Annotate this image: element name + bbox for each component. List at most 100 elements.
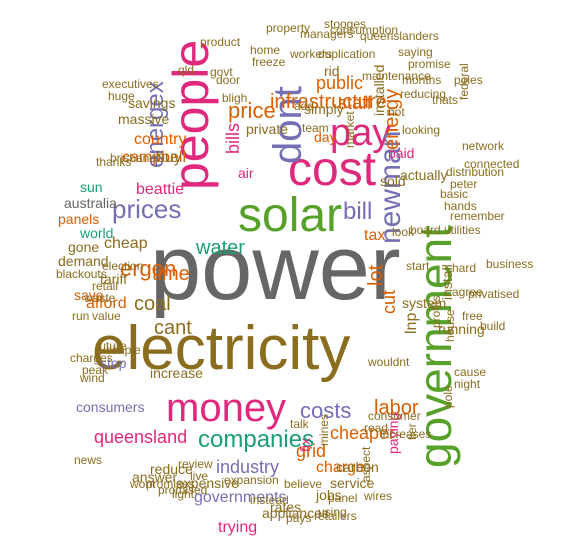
- word-paid: paid: [388, 145, 415, 161]
- word-light: light: [172, 487, 195, 501]
- word-pays: pays: [286, 511, 312, 525]
- word-gone: gone: [68, 239, 100, 255]
- word-labor: labor: [374, 397, 419, 419]
- word-consumption: consumption: [330, 23, 399, 37]
- word-look: look: [392, 225, 415, 239]
- word-news: news: [74, 453, 103, 467]
- word-thats: thats: [432, 93, 459, 107]
- word-blackouts: blackouts: [56, 267, 107, 281]
- word-world: world: [80, 225, 114, 241]
- word-campbell: campbell: [122, 149, 187, 166]
- word-solar: solar: [238, 189, 343, 242]
- word-saying: saying: [398, 45, 433, 59]
- word-value: value: [92, 309, 121, 323]
- word-ergon: ergon: [120, 256, 177, 281]
- word-review: review: [178, 457, 213, 471]
- word-retail: retail: [92, 279, 119, 293]
- word-cheaper: cheaper: [330, 423, 396, 443]
- word-actually: actually: [400, 167, 448, 183]
- word-remember: remember: [450, 209, 505, 223]
- word-house: house: [443, 309, 457, 342]
- word-run: run: [72, 309, 90, 323]
- word-queensland: queensland: [94, 427, 188, 447]
- word-cheap: cheap: [104, 235, 148, 252]
- word-basic: basic: [440, 187, 469, 201]
- word-pay: pay: [330, 112, 392, 154]
- word-australia: australia: [64, 195, 117, 211]
- word-service: service: [330, 475, 375, 491]
- word-stop: stop: [100, 355, 127, 371]
- word-tier: tier: [405, 423, 419, 440]
- word-home: home: [250, 43, 281, 57]
- word-companies: companies: [198, 426, 315, 453]
- word-connected: connected: [464, 157, 520, 171]
- word-afford: afford: [86, 295, 127, 312]
- word-board: board: [410, 223, 441, 237]
- word-carbon: carbon: [336, 459, 379, 475]
- word-reduce: reduce: [150, 461, 193, 477]
- word-public: public: [316, 73, 364, 93]
- word-water: water: [196, 237, 245, 259]
- word-property: property: [266, 21, 311, 35]
- word-electricity: electricity: [92, 314, 351, 383]
- word-product: product: [200, 35, 241, 49]
- word-future: future: [96, 339, 127, 353]
- word-expensive: expensive: [176, 475, 240, 491]
- word-peter: peter: [450, 177, 478, 191]
- word-workers: workers: [290, 47, 333, 61]
- word-day: day: [314, 129, 337, 145]
- word-wouldnt: wouldnt: [368, 355, 410, 369]
- word-staff: staff: [338, 93, 372, 113]
- word-beattie: beattie: [136, 181, 185, 198]
- word-country: country: [134, 131, 187, 148]
- word-peak: peak: [82, 363, 109, 377]
- word-qld: qld: [178, 63, 195, 77]
- word-market: market: [343, 111, 357, 148]
- word-charge: charge: [316, 459, 365, 476]
- word-stooges: stooges: [324, 17, 367, 31]
- word-buy: buy: [156, 149, 182, 166]
- word-simply: simply: [304, 101, 344, 117]
- word-fix: fix: [297, 438, 313, 452]
- word-duplication: duplication: [318, 47, 376, 61]
- word-distribution: distribution: [446, 165, 505, 179]
- word-lot: lot: [365, 264, 387, 286]
- word-looking: looking: [402, 123, 441, 137]
- word-consumer: consumer: [368, 409, 421, 423]
- word-business: business: [486, 257, 534, 271]
- word-hands: hands: [444, 199, 477, 213]
- word-system: system: [402, 295, 447, 311]
- word-thanks: thanks: [96, 155, 132, 169]
- word-promise: promise: [408, 57, 451, 71]
- word-night: night: [454, 377, 481, 391]
- word-time: time: [152, 263, 190, 285]
- word-election: election: [102, 259, 144, 273]
- word-brisbane: brisbane: [110, 151, 157, 165]
- word-consumers: consumers: [76, 399, 145, 415]
- word-price: price: [228, 98, 276, 123]
- word-agree: agree: [452, 285, 483, 299]
- word-savings: savings: [128, 95, 176, 111]
- word-save: save: [74, 287, 104, 303]
- word-using: using: [318, 505, 347, 519]
- word-coal: coal: [134, 293, 171, 315]
- word-rid: rid: [324, 63, 340, 79]
- word-hot: hot: [388, 105, 405, 119]
- word-running: running: [438, 321, 485, 337]
- word-queenslanders: queenslanders: [360, 29, 439, 43]
- word-panels: panels: [58, 211, 100, 227]
- word-trying: trying: [218, 519, 258, 536]
- word-sun: sun: [80, 179, 103, 195]
- word-privatised: privatised: [468, 287, 520, 301]
- word-mines: mines: [317, 413, 331, 446]
- word-appliances: appliances: [262, 505, 329, 521]
- word-costs: costs: [300, 398, 352, 423]
- word-sold: sold: [380, 173, 406, 189]
- word-profits: profits: [429, 295, 443, 328]
- word-charges: charges: [70, 351, 113, 365]
- word-tax: tax: [364, 227, 386, 244]
- word-aspect: aspect: [359, 446, 373, 482]
- word-start: start: [406, 259, 430, 273]
- word-bill: bill: [343, 198, 373, 225]
